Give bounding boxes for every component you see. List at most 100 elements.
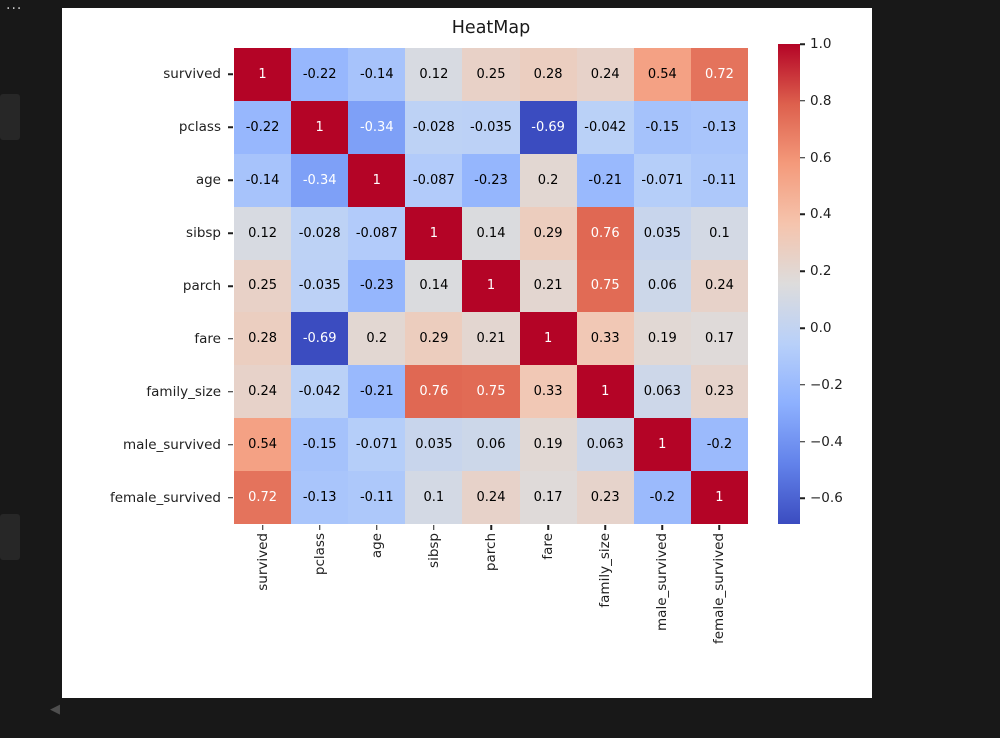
heatmap-cell: 0.25 (234, 259, 292, 313)
colorbar-tick (800, 270, 805, 272)
heatmap-cell: -0.042 (291, 365, 349, 419)
heatmap-cell: 0.17 (690, 312, 748, 366)
heatmap-cell: -0.087 (405, 153, 463, 207)
col-axis-ticks (234, 524, 748, 530)
colorbar-tick-label: −0.6 (810, 490, 843, 507)
heatmap-cell: 0.063 (576, 418, 634, 472)
heatmap-cell: 0.29 (405, 312, 463, 366)
heatmap-cell: -0.028 (291, 206, 349, 260)
col-labels: survived pclass age sibsp parch fare family_si… (234, 533, 748, 668)
heatmap-cell: -0.69 (291, 312, 349, 366)
heatmap-cell: 0.19 (519, 418, 577, 472)
colorbar-tick (800, 43, 805, 45)
heatmap-cell: -0.2 (690, 418, 748, 472)
col-label: male_survived (654, 533, 671, 631)
colorbar-tick-label: −0.4 (810, 433, 843, 450)
collapse-arrow-icon[interactable]: ◀ (50, 702, 60, 717)
col-label: pclass (311, 533, 328, 576)
heatmap-cell: -0.13 (690, 100, 748, 154)
heatmap-cell: 0.14 (405, 259, 463, 313)
heatmap-cell: 0.33 (576, 312, 634, 366)
colorbar-tick-label: 0.2 (810, 263, 832, 280)
col-label: sibsp (425, 533, 442, 568)
gutter-block (0, 94, 20, 140)
heatmap-cell: -0.087 (348, 206, 406, 260)
axis-tick (718, 525, 721, 530)
heatmap-cell: 0.2 (348, 312, 406, 366)
col-label: fare (540, 533, 557, 560)
heatmap-cell: 0.75 (576, 259, 634, 313)
heatmap-cell: 0.23 (576, 471, 634, 524)
heatmap-cell: -0.21 (348, 365, 406, 419)
heatmap-cell: 0.29 (519, 206, 577, 260)
heatmap-cell: 1 (519, 312, 577, 366)
row-label: age (195, 172, 221, 189)
colorbar (778, 44, 800, 524)
heatmap-cell: -0.071 (348, 418, 406, 472)
heatmap-cell: -0.042 (576, 100, 634, 154)
colorbar-tick (800, 497, 805, 500)
heatmap-cell: -0.34 (348, 100, 406, 154)
col-label: family_size (597, 533, 614, 608)
axis-tick (228, 126, 233, 129)
axis-tick (228, 496, 233, 499)
axis-tick (661, 525, 664, 530)
axis-tick (547, 525, 549, 530)
heatmap-cell: 0.2 (519, 153, 577, 207)
row-label: sibsp (186, 225, 221, 242)
heatmap-cell: 0.1 (405, 471, 463, 524)
heatmap-cell: -0.15 (291, 418, 349, 472)
axis-tick (318, 525, 321, 530)
heatmap-cell: 0.72 (690, 48, 748, 101)
heatmap-cell: 0.33 (519, 365, 577, 419)
cell-toolbar-overflow-icon[interactable]: ··· (6, 1, 23, 17)
heatmap-cell: 0.24 (576, 48, 634, 101)
heatmap-cell: 1 (405, 206, 463, 260)
heatmap-cell: 0.035 (633, 206, 691, 260)
heatmap-cell: 1 (348, 153, 406, 207)
heatmap-cell: 0.12 (234, 206, 292, 260)
heatmap-cell: -0.14 (348, 48, 406, 101)
heatmap-cell: 0.54 (234, 418, 292, 472)
heatmap-cell: 0.063 (633, 365, 691, 419)
heatmap-cell: 1 (576, 365, 634, 419)
heatmap-cell: 0.12 (405, 48, 463, 101)
heatmap-cell: 0.035 (405, 418, 463, 472)
heatmap-cell: 0.14 (462, 206, 520, 260)
heatmap-cell: 0.28 (234, 312, 292, 366)
heatmap-cell: -0.21 (576, 153, 634, 207)
col-label: parch (482, 533, 499, 572)
heatmap-cell: -0.34 (291, 153, 349, 207)
heatmap-cell: -0.22 (291, 48, 349, 101)
heatmap-cell: 0.76 (576, 206, 634, 260)
heatmap-cell: 0.25 (462, 48, 520, 101)
colorbar-tick (800, 440, 805, 443)
heatmap-cell: 0.24 (690, 259, 748, 313)
heatmap-cell: 1 (291, 100, 349, 154)
heatmap-cell: 0.24 (234, 365, 292, 419)
colorbar-tick (800, 100, 805, 102)
row-labels: survived pclass age sibsp parch fare family_si… (62, 48, 221, 524)
heatmap-cell: -0.23 (348, 259, 406, 313)
heatmap-cell: 0.21 (462, 312, 520, 366)
heatmap-cell: 1 (234, 48, 292, 101)
heatmap-cell: -0.035 (462, 100, 520, 154)
heatmap-cell: 0.06 (633, 259, 691, 313)
heatmap-cell: 0.24 (462, 471, 520, 524)
colorbar-tick (800, 327, 805, 329)
colorbar-tick-label: 0.4 (810, 206, 832, 223)
heatmap-cell: 0.23 (690, 365, 748, 419)
axis-tick (228, 179, 233, 181)
heatmap-cell: -0.035 (291, 259, 349, 313)
axis-tick (433, 525, 435, 530)
heatmap-cell: 0.06 (462, 418, 520, 472)
axis-tick (228, 73, 233, 76)
row-label: family_size (146, 383, 221, 400)
colorbar-tick-label: 0.0 (810, 320, 832, 337)
col-label: female_survived (711, 533, 728, 645)
heatmap-cell: -0.11 (348, 471, 406, 524)
axis-tick (490, 525, 492, 530)
axis-tick (228, 285, 233, 287)
axis-tick (228, 391, 233, 393)
heatmap-cell: 1 (690, 471, 748, 524)
